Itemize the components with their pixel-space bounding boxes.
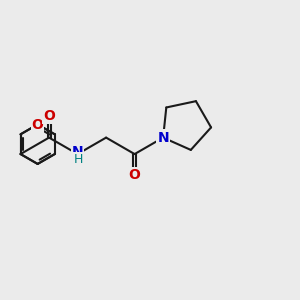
- Text: O: O: [43, 109, 55, 123]
- Text: N: N: [72, 145, 83, 159]
- Text: O: O: [129, 169, 140, 182]
- Text: O: O: [32, 118, 44, 132]
- Text: H: H: [74, 153, 83, 166]
- Text: N: N: [157, 130, 169, 145]
